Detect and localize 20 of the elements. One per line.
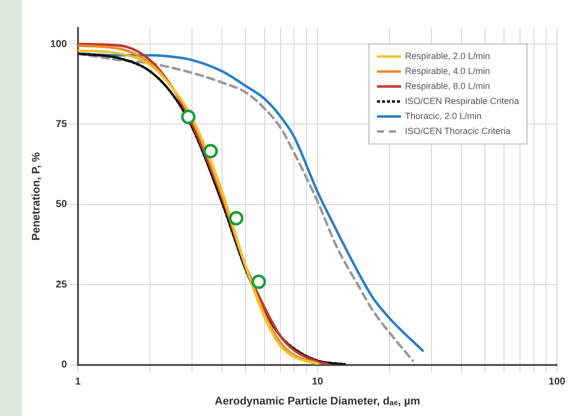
legend-label: ISO/CEN Thoracic Criteria: [404, 126, 510, 136]
y-tick-label: 50: [56, 199, 68, 210]
point: [252, 274, 266, 289]
legend-label: Respirable, 8.0 L/min: [404, 80, 490, 91]
y-axis-title: Penetration, P, %: [30, 152, 43, 241]
x-axis-title: Aerodynamic Particle Diameter, dₐₑ, µm: [214, 395, 420, 408]
legend-label: Thoracic, 2.0 L/min: [404, 110, 482, 121]
x-tick-label: 1: [75, 376, 82, 388]
legend-label: Respirable, 2.0 L/min: [404, 50, 490, 61]
point: [181, 110, 196, 124]
legend-label: ISO/CEN Respirable Criteria: [404, 96, 520, 106]
legend-label: Respirable, 4.0 L/min: [404, 66, 490, 76]
y-tick-label: 75: [56, 118, 68, 130]
y-tick-label: 100: [50, 38, 68, 50]
y-tick-label: 25: [56, 279, 68, 290]
y-tick-label: 0: [61, 360, 68, 371]
point: [203, 144, 218, 158]
point: [228, 210, 244, 226]
x-tick-label: 10: [312, 376, 324, 388]
x-tick-label: 100: [548, 376, 566, 388]
